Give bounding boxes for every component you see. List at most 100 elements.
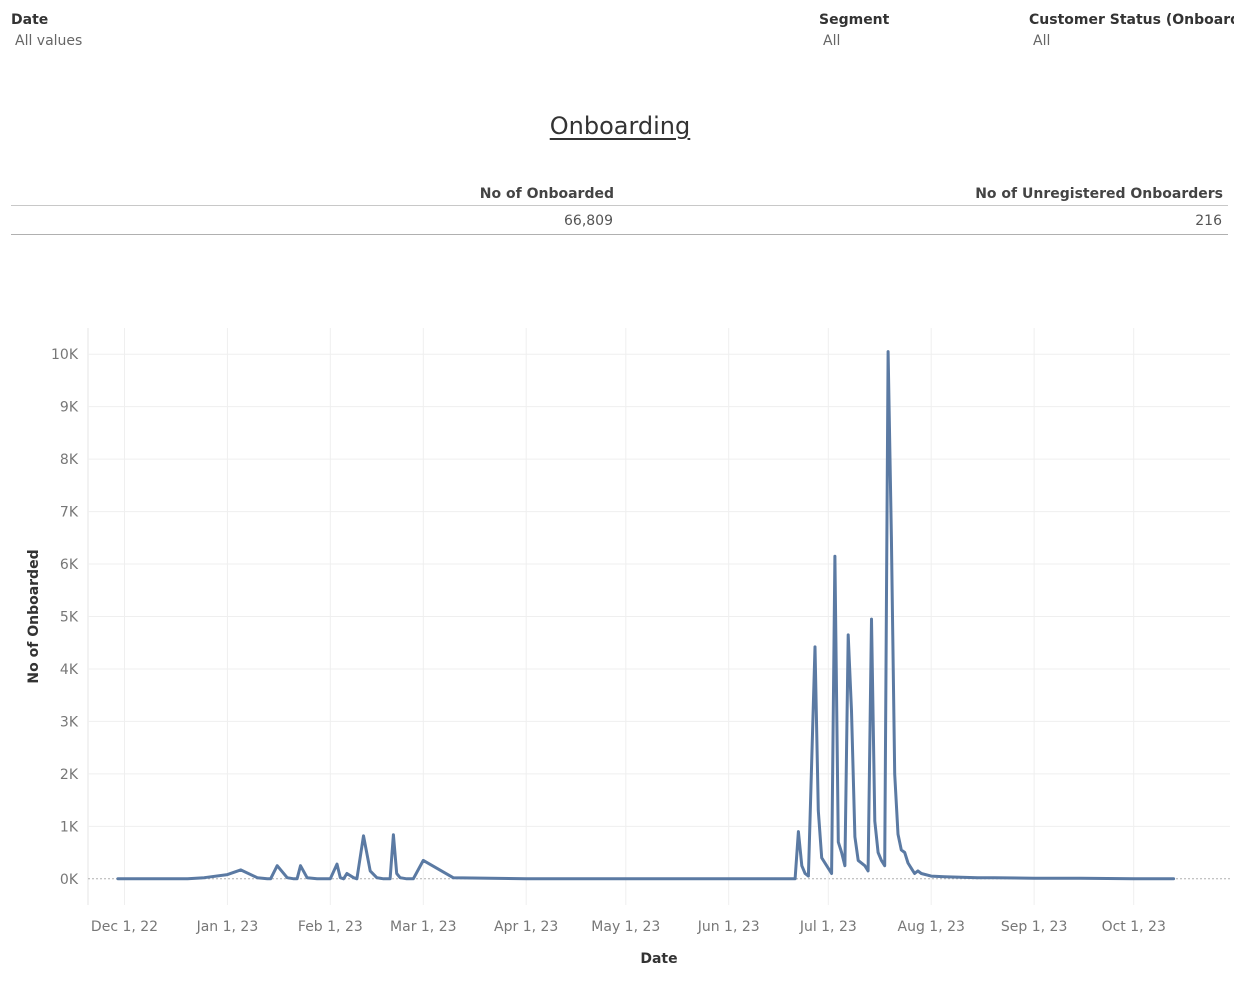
data-point[interactable] — [624, 877, 627, 880]
data-point[interactable] — [395, 872, 398, 875]
data-point[interactable] — [840, 851, 843, 854]
data-point[interactable] — [292, 877, 295, 880]
data-point[interactable] — [352, 876, 355, 879]
data-point[interactable] — [116, 877, 120, 880]
data-point[interactable] — [226, 873, 229, 876]
data-point[interactable] — [876, 851, 880, 854]
data-point[interactable] — [315, 877, 319, 880]
data-point[interactable] — [943, 875, 946, 878]
data-point[interactable] — [847, 633, 850, 637]
data-point[interactable] — [916, 869, 920, 873]
data-point[interactable] — [774, 877, 777, 880]
data-point[interactable] — [382, 877, 385, 880]
data-point[interactable] — [770, 877, 774, 880]
onboarded-series-line[interactable] — [116, 350, 1176, 881]
data-point[interactable] — [853, 835, 857, 838]
date-filter-value[interactable]: All values — [15, 33, 83, 49]
data-point[interactable] — [900, 848, 903, 852]
data-point[interactable] — [286, 876, 289, 879]
data-point[interactable] — [830, 872, 833, 875]
data-point[interactable] — [153, 877, 156, 880]
data-point[interactable] — [727, 877, 730, 880]
data-point[interactable] — [807, 874, 810, 878]
data-point[interactable] — [412, 877, 415, 880]
data-point[interactable] — [385, 877, 388, 880]
data-point[interactable] — [408, 877, 412, 880]
data-point[interactable] — [883, 864, 886, 867]
data-point[interactable] — [266, 877, 269, 880]
data-point[interactable] — [866, 869, 870, 873]
customer-status-filter[interactable]: Customer Status (Onboard.. All — [1029, 12, 1234, 49]
data-point[interactable] — [857, 859, 860, 862]
data-point[interactable] — [388, 877, 392, 880]
data-point[interactable] — [906, 861, 910, 865]
data-point[interactable] — [299, 864, 302, 867]
data-point[interactable] — [392, 833, 395, 836]
data-point[interactable] — [820, 856, 823, 859]
data-point[interactable] — [793, 877, 797, 880]
data-point[interactable] — [422, 859, 425, 862]
segment-filter-value[interactable]: All — [823, 33, 841, 49]
customer-status-filter-value[interactable]: All — [1033, 33, 1051, 49]
data-point[interactable] — [863, 864, 866, 867]
data-point[interactable] — [1132, 877, 1135, 880]
data-point[interactable] — [398, 876, 402, 879]
data-point[interactable] — [850, 709, 853, 713]
data-point[interactable] — [362, 834, 365, 837]
data-point[interactable] — [405, 877, 408, 880]
onboarding-line-chart[interactable]: 0K 1K 2K 3K 4K 5K 6K 7K 8K 9K 10K Dec 1, 22 Jan 1, … — [0, 320, 1240, 980]
data-point[interactable] — [880, 859, 883, 862]
data-point[interactable] — [1172, 877, 1175, 880]
data-point[interactable] — [803, 872, 807, 875]
data-point[interactable] — [186, 877, 189, 880]
data-point[interactable] — [256, 876, 259, 879]
data-point[interactable] — [452, 876, 455, 879]
data-point[interactable] — [329, 877, 332, 880]
data-point[interactable] — [525, 877, 528, 880]
data-point[interactable] — [913, 872, 916, 875]
data-point[interactable] — [375, 876, 378, 879]
data-point[interactable] — [893, 772, 896, 776]
data-point[interactable] — [843, 864, 847, 867]
data-point[interactable] — [993, 876, 996, 879]
data-point[interactable] — [295, 877, 299, 880]
data-point[interactable] — [790, 877, 793, 880]
data-point[interactable] — [169, 877, 173, 880]
data-point[interactable] — [136, 877, 139, 880]
data-point[interactable] — [903, 851, 906, 854]
data-point[interactable] — [342, 877, 345, 880]
data-point[interactable] — [800, 864, 803, 867]
data-point[interactable] — [930, 874, 933, 878]
data-point[interactable] — [269, 877, 272, 880]
data-point[interactable] — [817, 809, 820, 812]
data-point[interactable] — [787, 877, 790, 880]
data-point[interactable] — [920, 872, 923, 875]
data-point[interactable] — [976, 876, 979, 879]
data-point[interactable] — [339, 876, 342, 879]
data-point[interactable] — [813, 645, 817, 649]
data-point[interactable] — [959, 876, 963, 879]
data-point[interactable] — [837, 840, 840, 844]
data-point[interactable] — [335, 862, 339, 866]
data-point[interactable] — [833, 555, 837, 558]
date-filter[interactable]: Date All values — [11, 12, 82, 49]
segment-filter[interactable]: Segment All — [819, 12, 889, 49]
data-point[interactable] — [239, 868, 242, 872]
data-point[interactable] — [355, 877, 359, 880]
data-point[interactable] — [870, 617, 873, 621]
data-point[interactable] — [203, 876, 206, 879]
data-point[interactable] — [873, 819, 876, 823]
data-point[interactable] — [910, 867, 913, 870]
data-point[interactable] — [886, 350, 890, 353]
data-point[interactable] — [767, 877, 770, 880]
data-point[interactable] — [890, 536, 893, 539]
data-point[interactable] — [757, 877, 760, 880]
data-point[interactable] — [896, 833, 900, 836]
data-point[interactable] — [369, 869, 372, 873]
data-point[interactable] — [1032, 877, 1036, 880]
data-point[interactable] — [797, 830, 800, 833]
data-point[interactable] — [1079, 877, 1082, 880]
data-point[interactable] — [305, 876, 309, 879]
data-point[interactable] — [276, 864, 279, 867]
data-point[interactable] — [345, 872, 349, 875]
